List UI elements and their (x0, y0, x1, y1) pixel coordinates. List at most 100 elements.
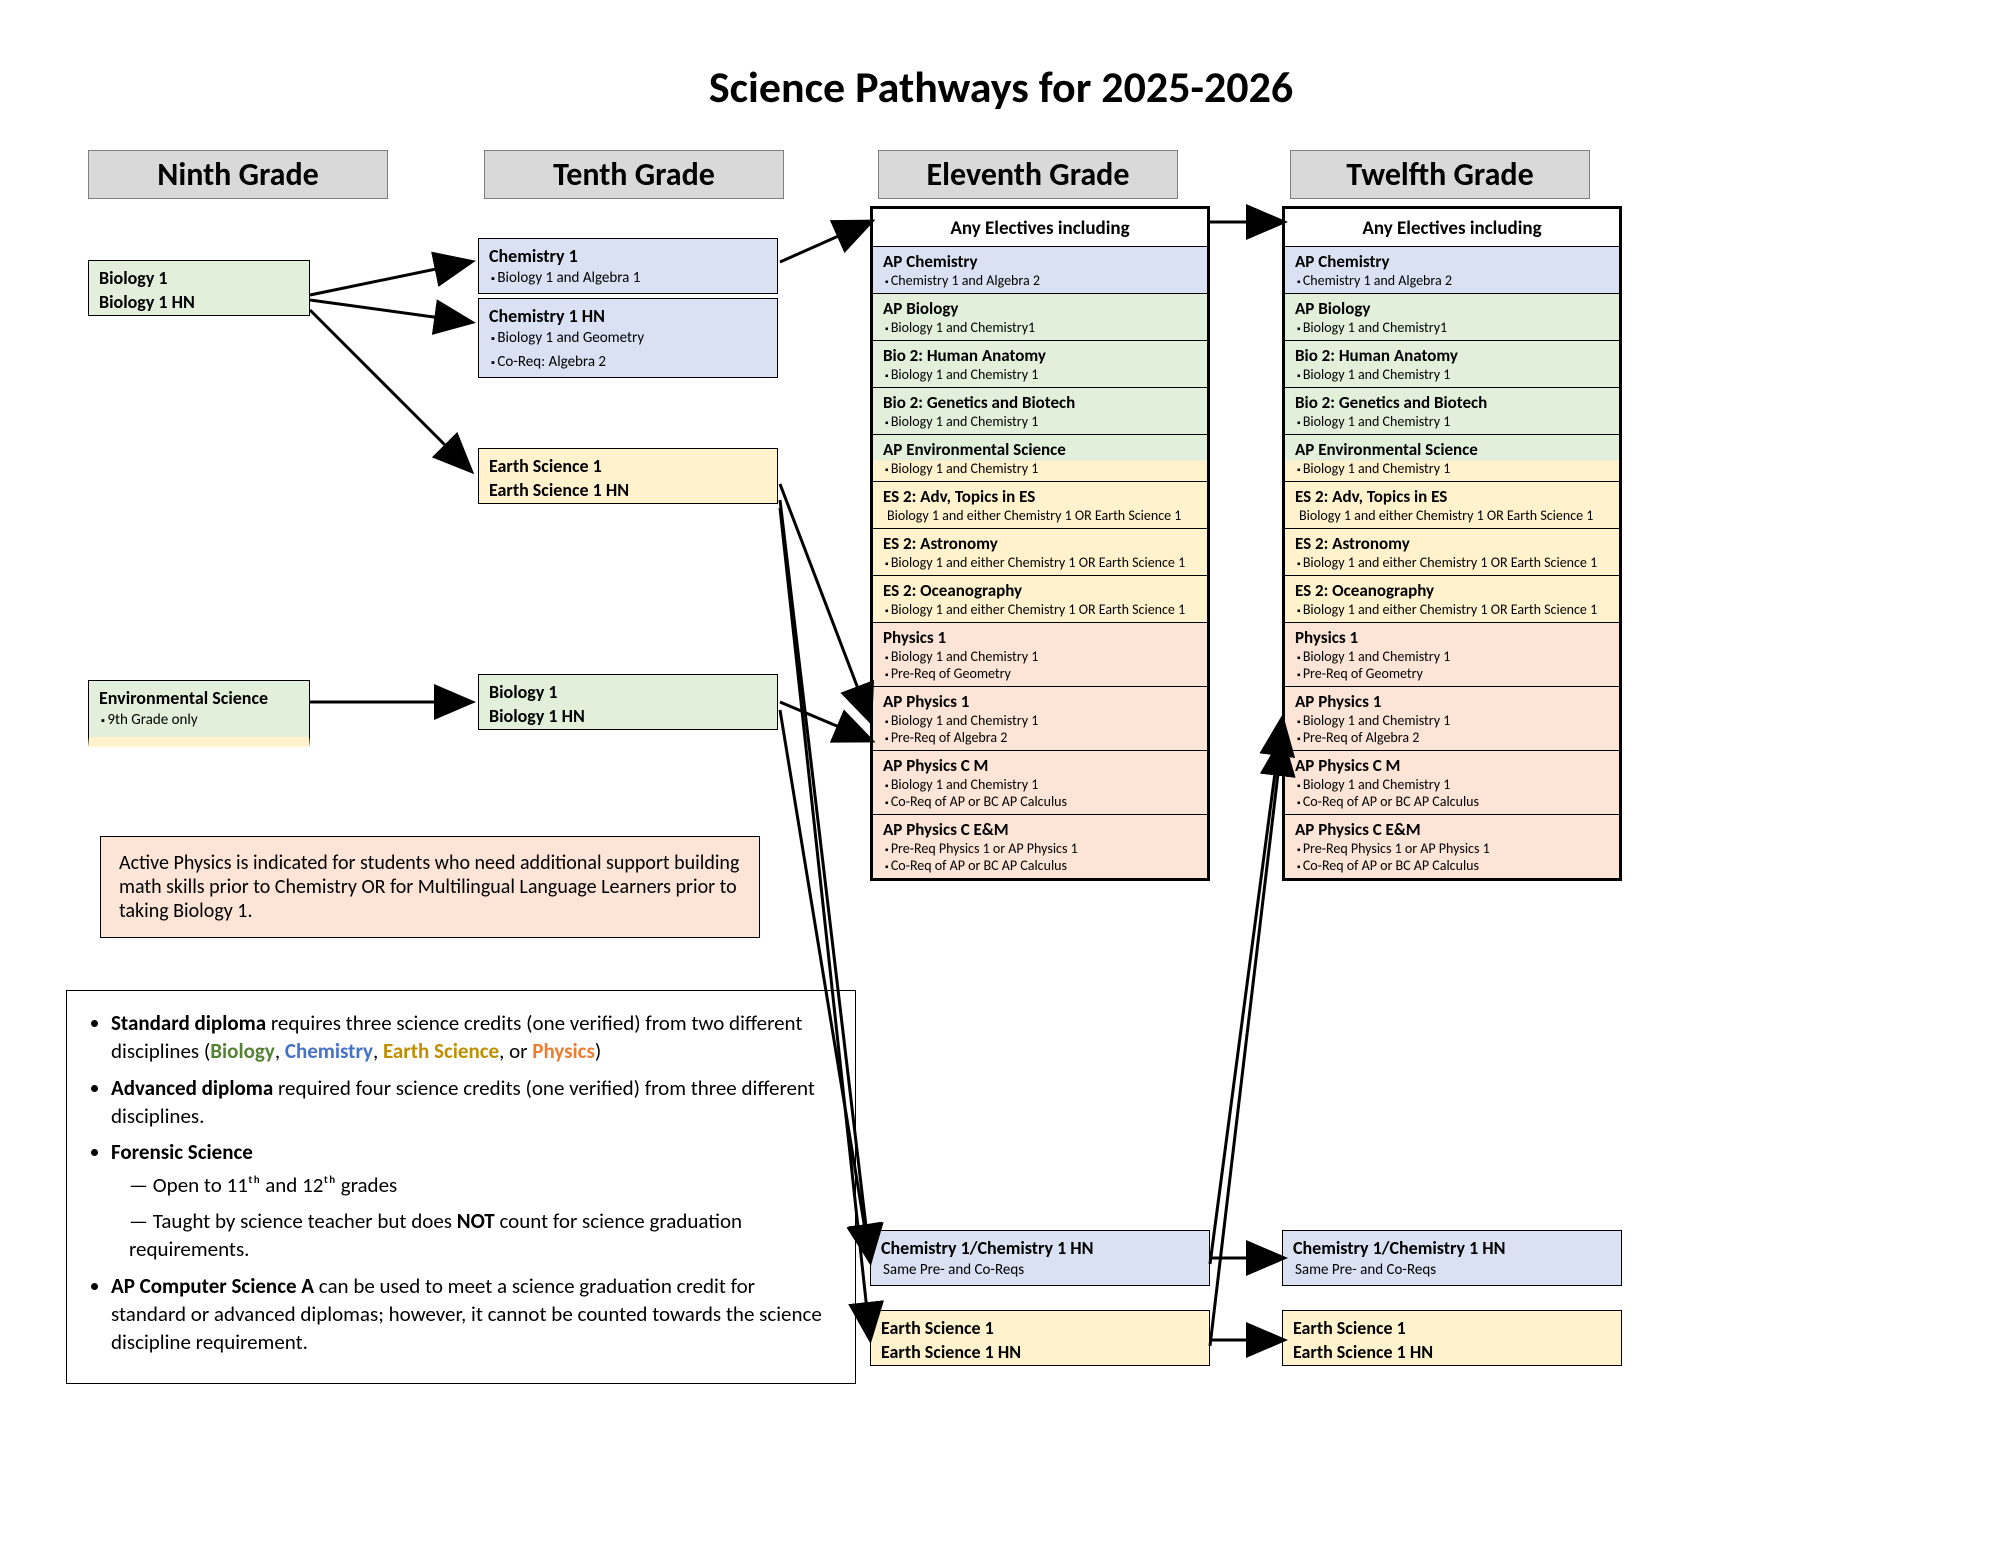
text: Earth Science 1 HN (871, 1341, 1209, 1365)
grade-header-eleventh: Eleventh Grade (878, 150, 1178, 199)
elective-prereq: Biology 1 and either Chemistry 1 OR Eart… (883, 601, 1197, 618)
legend-apcs: AP Computer Science A can be used to mee… (111, 1272, 833, 1357)
page-title: Science Pathways for 2025-2026 (0, 60, 2002, 114)
box-tenth-es: Earth Science 1 Earth Science 1 HN (478, 448, 778, 504)
elective-prereq: Biology 1 and Chemistry 1 (883, 712, 1197, 729)
elective-row: ES 2: OceanographyBiology 1 and either C… (873, 575, 1207, 622)
box-eleventh-es: Earth Science 1 Earth Science 1 HN (870, 1310, 1210, 1366)
elective-title: ES 2: Oceanography (883, 580, 1197, 601)
elective-prereq: Pre-Req of Geometry (883, 665, 1197, 682)
box-tenth-chem1: Chemistry 1 Biology 1 and Algebra 1 (478, 238, 778, 294)
elective-prereq: Biology 1 and Chemistry 1 (1295, 460, 1609, 477)
legend-forensic-b: Taught by science teacher but does NOT c… (129, 1207, 833, 1264)
text: Biology 1 HN (89, 291, 309, 315)
text: Biology 1 (479, 675, 777, 705)
elective-row: AP Physics C MBiology 1 and Chemistry 1C… (1285, 750, 1619, 814)
elective-title: Physics 1 (1295, 627, 1609, 648)
elective-row: ES 2: OceanographyBiology 1 and either C… (1285, 575, 1619, 622)
grade-header-tenth: Tenth Grade (484, 150, 784, 199)
text: Chemistry 1 (479, 239, 777, 269)
text: Co-Req: Algebra 2 (479, 353, 777, 377)
box-tenth-chem1hn: Chemistry 1 HN Biology 1 and Geometry Co… (478, 298, 778, 378)
text: Earth Science 1 HN (479, 479, 777, 503)
text: Chemistry 1/Chemistry 1 HN (871, 1231, 1209, 1261)
elective-prereq: Biology 1 and either Chemistry 1 OR Eart… (883, 554, 1197, 571)
text: Chemistry 1/Chemistry 1 HN (1283, 1231, 1621, 1261)
text: Earth Science 1 (1283, 1311, 1621, 1341)
elective-prereq: Biology 1 and Chemistry 1 (1295, 712, 1609, 729)
elective-prereq: Biology 1 and Chemistry 1 (883, 460, 1197, 477)
elective-prereq: Chemistry 1 and Algebra 2 (1295, 272, 1609, 289)
elective-row: AP Physics C MBiology 1 and Chemistry 1C… (873, 750, 1207, 814)
text: Biology 1 and Geometry (479, 329, 777, 353)
elective-prereq: Biology 1 and either Chemistry 1 OR Eart… (883, 507, 1197, 524)
elective-row: AP BiologyBiology 1 and Chemistry1 (873, 293, 1207, 340)
elective-title: AP Physics C M (883, 755, 1197, 776)
elective-prereq: Biology 1 and Chemistry1 (883, 319, 1197, 336)
elective-prereq: Biology 1 and Chemistry 1 (1295, 413, 1609, 430)
text: Biology 1 HN (479, 705, 777, 729)
elective-title: AP Environmental Science (1295, 439, 1609, 460)
elective-row: AP ChemistryChemistry 1 and Algebra 2 (873, 246, 1207, 293)
elective-title: Bio 2: Human Anatomy (883, 345, 1197, 366)
text: Earth Science 1 (479, 449, 777, 479)
elective-prereq: Biology 1 and Chemistry 1 (1295, 776, 1609, 793)
elective-row: AP Physics C E&MPre-Req Physics 1 or AP … (873, 814, 1207, 878)
box-tenth-bio: Biology 1 Biology 1 HN (478, 674, 778, 730)
elective-row: AP ChemistryChemistry 1 and Algebra 2 (1285, 246, 1619, 293)
elective-prereq: Biology 1 and either Chemistry 1 OR Eart… (1295, 507, 1609, 524)
text: Chemistry 1 HN (479, 299, 777, 329)
elective-title: ES 2: Oceanography (1295, 580, 1609, 601)
elective-prereq: Biology 1 and Chemistry 1 (883, 413, 1197, 430)
grade-header-ninth: Ninth Grade (88, 150, 388, 199)
elective-title: AP Physics C E&M (883, 819, 1197, 840)
active-physics-note: Active Physics is indicated for students… (100, 836, 760, 938)
elective-row: AP Environmental ScienceBiology 1 and Ch… (1285, 434, 1619, 481)
elective-prereq: Biology 1 and Chemistry1 (1295, 319, 1609, 336)
elective-title: AP Environmental Science (883, 439, 1197, 460)
legend-advanced: Advanced diploma required four science c… (111, 1074, 833, 1131)
elective-prereq: Co-Req of AP or BC AP Calculus (1295, 793, 1609, 810)
text: Same Pre- and Co-Reqs (871, 1261, 1209, 1285)
text: Biology 1 and Algebra 1 (479, 269, 777, 293)
elective-prereq: Co-Req of AP or BC AP Calculus (1295, 857, 1609, 874)
elective-row: Bio 2: Human AnatomyBiology 1 and Chemis… (873, 340, 1207, 387)
elective-row: AP Physics 1Biology 1 and Chemistry 1Pre… (1285, 686, 1619, 750)
grade-header-twelfth: Twelfth Grade (1290, 150, 1590, 199)
elective-prereq: Biology 1 and either Chemistry 1 OR Eart… (1295, 601, 1609, 618)
legend-box: Standard diploma requires three science … (66, 990, 856, 1384)
elective-prereq: Biology 1 and Chemistry 1 (1295, 366, 1609, 383)
text: Environmental Science (89, 681, 309, 711)
elective-title: AP Physics C E&M (1295, 819, 1609, 840)
elective-row: ES 2: Adv, Topics in ESBiology 1 and eit… (873, 481, 1207, 528)
elective-title: Any Electives including (873, 209, 1207, 246)
elective-prereq: Biology 1 and Chemistry 1 (883, 776, 1197, 793)
legend-forensic: Forensic Science Open to 11ᵗʰ and 12ᵗʰ g… (111, 1138, 833, 1263)
elective-title: AP Physics C M (1295, 755, 1609, 776)
elective-row: Physics 1Biology 1 and Chemistry 1Pre-Re… (1285, 622, 1619, 686)
text: Earth Science 1 HN (1283, 1341, 1621, 1365)
elective-row: AP Physics 1Biology 1 and Chemistry 1Pre… (873, 686, 1207, 750)
elective-title: AP Physics 1 (1295, 691, 1609, 712)
elective-prereq: Pre-Req Physics 1 or AP Physics 1 (1295, 840, 1609, 857)
elective-title: Bio 2: Genetics and Biotech (1295, 392, 1609, 413)
elective-title: Any Electives including (1285, 209, 1619, 246)
elective-prereq: Co-Req of AP or BC AP Calculus (883, 793, 1197, 810)
elective-prereq: Chemistry 1 and Algebra 2 (883, 272, 1197, 289)
elective-prereq: Biology 1 and either Chemistry 1 OR Eart… (1295, 554, 1609, 571)
elective-title: AP Biology (1295, 298, 1609, 319)
electives-panel-twelfth: Any Electives including AP ChemistryChem… (1282, 206, 1622, 881)
electives-panel-eleventh: Any Electives including AP ChemistryChem… (870, 206, 1210, 881)
elective-title: ES 2: Astronomy (1295, 533, 1609, 554)
elective-row: Bio 2: Genetics and BiotechBiology 1 and… (873, 387, 1207, 434)
elective-prereq: Pre-Req of Geometry (1295, 665, 1609, 682)
legend-forensic-a: Open to 11ᵗʰ and 12ᵗʰ grades (129, 1171, 833, 1199)
box-ninth-env: Environmental Science 9th Grade only (88, 680, 310, 747)
elective-prereq: Pre-Req of Algebra 2 (1295, 729, 1609, 746)
elective-title: ES 2: Adv, Topics in ES (883, 486, 1197, 507)
box-twelfth-es: Earth Science 1 Earth Science 1 HN (1282, 1310, 1622, 1366)
elective-row: AP Environmental ScienceBiology 1 and Ch… (873, 434, 1207, 481)
box-ninth-biology: Biology 1 Biology 1 HN (88, 260, 310, 316)
text: Earth Science 1 (871, 1311, 1209, 1341)
legend-standard: Standard diploma requires three science … (111, 1009, 833, 1066)
